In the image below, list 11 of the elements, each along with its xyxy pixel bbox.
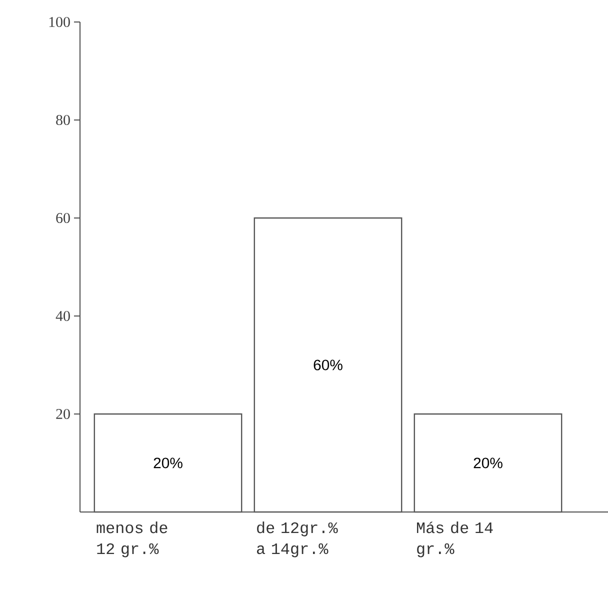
y-tick-label: 60 bbox=[56, 212, 70, 224]
data-label: 20% bbox=[154, 458, 182, 468]
y-tick-label: 40 bbox=[56, 310, 70, 322]
x-tick-label: Más de 14 gr.% bbox=[417, 522, 493, 558]
data-label: 60% bbox=[314, 360, 342, 370]
y-tick-label: 100 bbox=[49, 16, 70, 28]
x-tick-label: menos de 12 gr.% bbox=[96, 522, 168, 558]
y-tick-label: 20 bbox=[56, 408, 70, 420]
x-tick-label: de 12gr.% a 14gr.% bbox=[257, 522, 338, 558]
data-label: 20% bbox=[474, 458, 502, 468]
y-tick-label: 80 bbox=[56, 114, 70, 126]
